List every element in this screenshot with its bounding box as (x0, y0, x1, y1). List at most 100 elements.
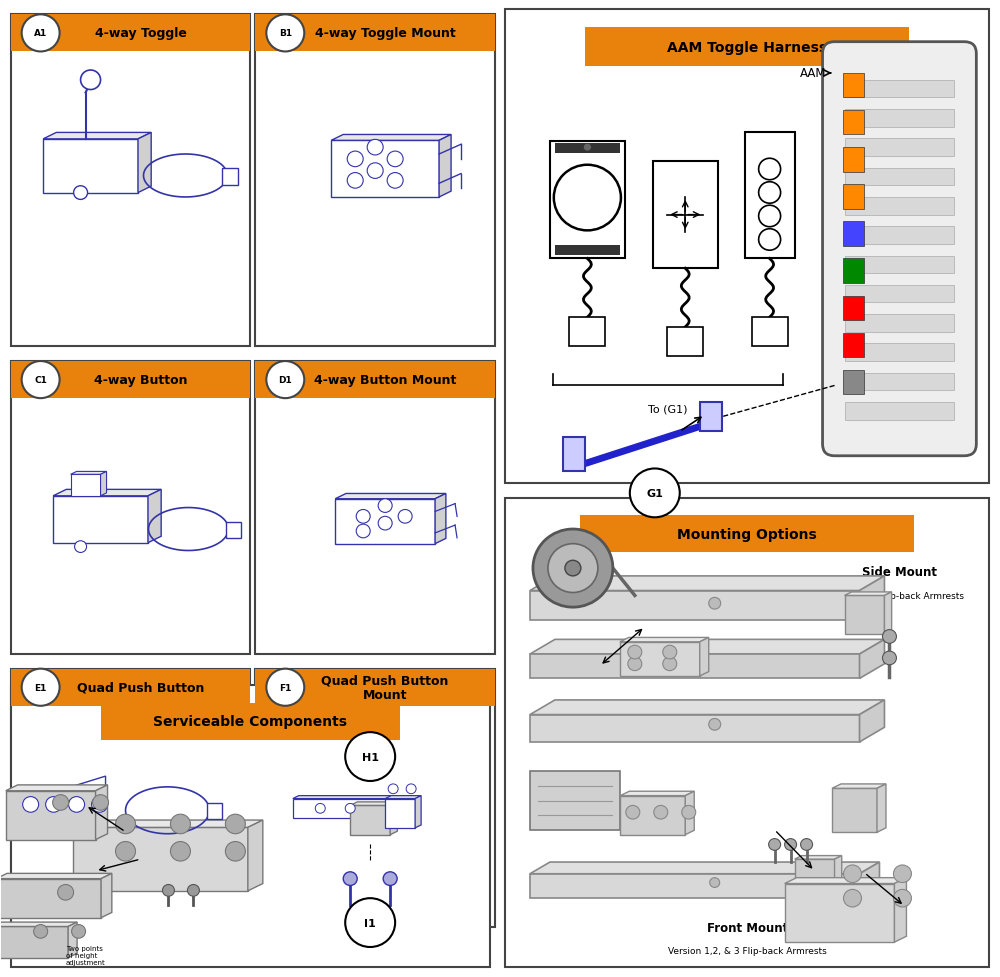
Polygon shape (845, 592, 892, 596)
Text: Quad Push Button
Mount: Quad Push Button Mount (321, 673, 449, 701)
Circle shape (893, 889, 911, 907)
Circle shape (759, 206, 781, 228)
Circle shape (22, 669, 60, 706)
Polygon shape (6, 786, 108, 791)
Polygon shape (620, 791, 694, 796)
Polygon shape (795, 859, 835, 898)
Circle shape (93, 795, 109, 811)
Bar (845, 285, 954, 303)
Bar (745, 133, 795, 259)
Circle shape (882, 630, 896, 644)
Circle shape (22, 16, 60, 53)
Circle shape (378, 517, 392, 531)
Polygon shape (248, 821, 263, 891)
Text: 4-way Toggle Mount: 4-way Toggle Mount (315, 27, 456, 40)
Circle shape (23, 797, 39, 813)
Polygon shape (530, 862, 879, 873)
Bar (255, 669, 495, 706)
Circle shape (81, 71, 101, 91)
Circle shape (533, 530, 613, 608)
Polygon shape (53, 496, 148, 543)
Text: H1: H1 (362, 751, 379, 762)
Bar (843, 185, 864, 209)
Circle shape (266, 361, 304, 399)
Bar (845, 256, 954, 274)
Bar (843, 74, 864, 99)
Circle shape (72, 924, 86, 938)
Polygon shape (860, 576, 884, 620)
Circle shape (315, 804, 325, 814)
Bar (11, 361, 250, 655)
Circle shape (893, 865, 911, 882)
Text: Serviceable Components: Serviceable Components (153, 715, 347, 729)
Text: Quad Push Button: Quad Push Button (77, 681, 204, 694)
Polygon shape (700, 638, 709, 676)
Circle shape (759, 159, 781, 181)
Polygon shape (148, 489, 161, 543)
Text: I1: I1 (364, 917, 376, 927)
Bar (11, 361, 250, 399)
Circle shape (654, 806, 668, 820)
Bar (845, 227, 954, 244)
Bar (207, 804, 222, 820)
Bar (555, 145, 620, 153)
Text: AAM: AAM (800, 67, 827, 80)
Bar (845, 110, 954, 128)
Polygon shape (620, 638, 709, 642)
Bar (226, 523, 241, 538)
Bar (843, 222, 864, 246)
Circle shape (92, 797, 108, 813)
Polygon shape (530, 591, 860, 620)
Polygon shape (53, 489, 161, 496)
Circle shape (162, 884, 174, 896)
Polygon shape (43, 140, 138, 193)
Bar (752, 318, 788, 347)
Circle shape (709, 598, 721, 610)
Text: E1: E1 (34, 683, 47, 692)
Polygon shape (785, 877, 906, 883)
Text: AAM Toggle Harness: AAM Toggle Harness (667, 40, 827, 55)
Text: A1: A1 (34, 29, 47, 38)
Bar (845, 403, 954, 420)
Circle shape (387, 151, 403, 167)
Polygon shape (795, 856, 842, 859)
Polygon shape (331, 142, 439, 197)
Circle shape (769, 838, 781, 850)
Polygon shape (530, 772, 620, 830)
Circle shape (759, 230, 781, 251)
Polygon shape (350, 806, 390, 834)
Circle shape (266, 669, 304, 706)
Bar (255, 16, 495, 347)
Text: Front Mount: Front Mount (707, 921, 788, 934)
Circle shape (398, 510, 412, 524)
Circle shape (628, 658, 642, 671)
Circle shape (225, 841, 245, 861)
Polygon shape (0, 926, 68, 957)
Polygon shape (335, 499, 435, 544)
Bar (550, 143, 625, 259)
Bar (505, 498, 989, 966)
Polygon shape (101, 873, 112, 917)
Text: 4-way Button Mount: 4-way Button Mount (314, 374, 456, 387)
Circle shape (663, 658, 677, 671)
Polygon shape (0, 878, 101, 917)
Circle shape (356, 525, 370, 538)
Circle shape (170, 841, 190, 861)
Circle shape (34, 924, 48, 938)
Polygon shape (894, 877, 906, 942)
Bar (11, 686, 490, 966)
Bar (505, 11, 989, 484)
Text: C1: C1 (34, 376, 47, 385)
Polygon shape (21, 777, 106, 826)
Circle shape (347, 173, 363, 189)
Text: G1: G1 (646, 488, 663, 498)
Circle shape (116, 815, 136, 833)
Circle shape (170, 815, 190, 833)
Polygon shape (71, 472, 107, 475)
Polygon shape (73, 828, 248, 891)
Polygon shape (335, 494, 446, 499)
Polygon shape (101, 472, 107, 496)
Text: B1: B1 (279, 29, 292, 38)
Circle shape (69, 797, 85, 813)
Circle shape (565, 561, 581, 576)
